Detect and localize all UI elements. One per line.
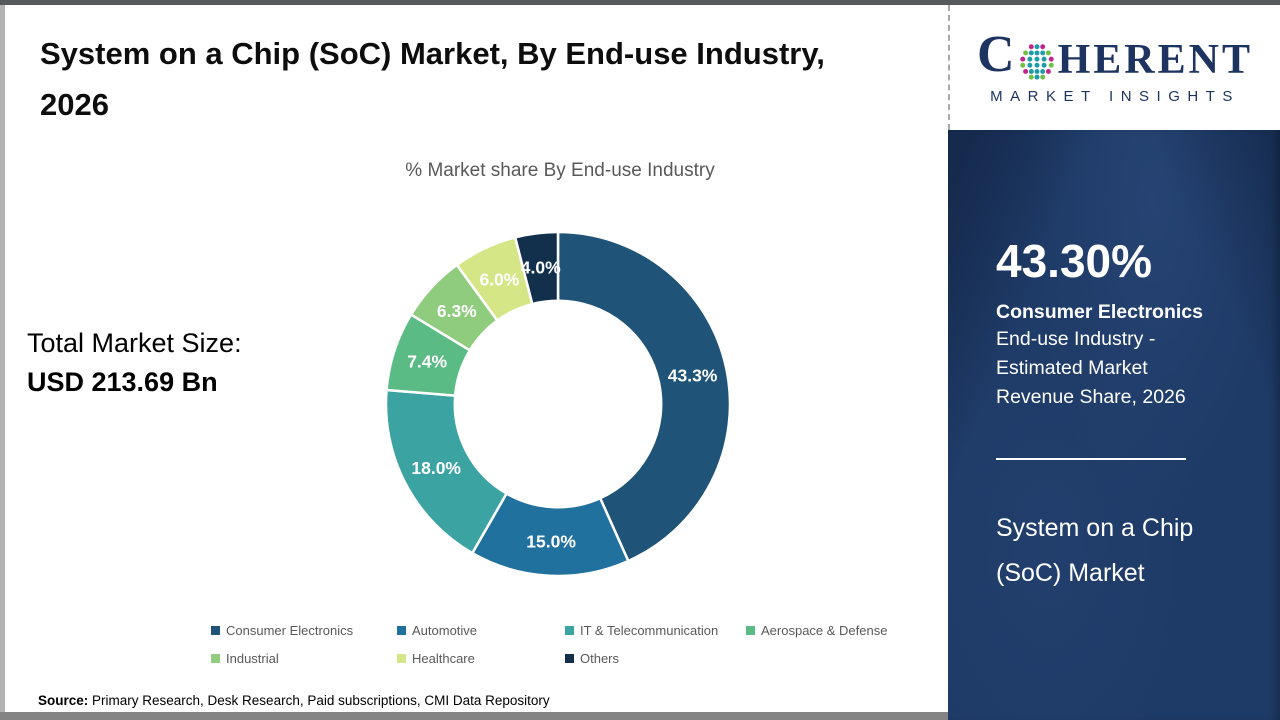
legend-swatch: [397, 653, 406, 663]
legend-item: Healthcare: [397, 650, 565, 666]
logo-subtitle: MARKET INSIGHTS: [990, 88, 1240, 105]
total-market-label: Total Market Size:: [27, 328, 242, 358]
donut-slice: [556, 230, 732, 563]
legend-label: Aerospace & Defense: [761, 622, 888, 638]
logo: C HERENT MARKET INSIGHTS: [948, 5, 1280, 130]
legend-label: Consumer Electronics: [226, 622, 354, 638]
source-text: Primary Research, Desk Research, Paid su…: [88, 693, 550, 708]
total-market-value: USD 213.69 Bn: [27, 367, 218, 398]
legend-label: IT & Telecommunication: [580, 622, 719, 638]
stat-line-2: Estimated Market: [996, 357, 1148, 380]
legend-swatch: [565, 625, 574, 635]
legend-item: Automotive: [397, 622, 565, 638]
market-name-line-1: System on a Chip: [996, 514, 1194, 543]
legend-swatch: [565, 653, 574, 663]
donut-slice-label: 4.0%: [521, 257, 561, 277]
legend-item: Others: [565, 650, 746, 666]
donut-slice-label: 18.0%: [411, 458, 461, 478]
logo-wordmark: C HERENT: [950, 26, 1280, 83]
divider-line: [996, 458, 1186, 461]
legend-swatch: [211, 625, 220, 635]
donut-slice-label: 6.0%: [479, 269, 519, 289]
donut-slice-label: 7.4%: [407, 351, 447, 371]
sidebar: 43.30% Consumer Electronics End-use Indu…: [948, 130, 1280, 720]
legend-label: Automotive: [412, 622, 478, 638]
legend-swatch: [746, 625, 755, 635]
legend-label: Healthcare: [412, 650, 475, 666]
donut-slice-label: 43.3%: [668, 365, 718, 385]
page-title: System on a Chip (SoC) Market, By End-us…: [40, 36, 825, 123]
donut-slice-label: 15.0%: [526, 531, 576, 551]
logo-letter-c: C: [977, 26, 1016, 83]
stat-line-3: Revenue Share, 2026: [996, 386, 1186, 409]
legend-item: IT & Telecommunication: [565, 622, 746, 638]
source-note: Source: Primary Research, Desk Research,…: [38, 693, 550, 708]
globe-icon: [1019, 44, 1054, 80]
logo-wordmark-rest: HERENT: [1057, 37, 1253, 83]
legend-swatch: [211, 653, 220, 663]
legend-item: Consumer Electronics: [211, 622, 397, 638]
legend-item: Industrial: [211, 650, 397, 666]
top-border: [0, 0, 1280, 5]
legend-item: Aerospace & Defense: [746, 622, 911, 638]
chart-legend: Consumer Electronics Automotive IT & Telec…: [211, 622, 911, 666]
market-name-line-2: (SoC) Market: [996, 559, 1145, 588]
chart-title: % Market share By End-use Industry: [405, 160, 715, 181]
legend-label: Industrial: [226, 650, 279, 666]
bottom-border: [0, 712, 948, 720]
stat-category: Consumer Electronics: [996, 301, 1203, 323]
stat-line-1: End-use Industry -: [996, 328, 1156, 351]
donut-slice-label: 6.3%: [437, 301, 477, 321]
stat-value: 43.30%: [996, 235, 1153, 287]
legend-swatch: [397, 625, 406, 635]
donut-chart: 43.3% 15.0% 18.0% 7.4% 6.3%6.0%4.0%: [384, 230, 732, 578]
legend-label: Others: [580, 650, 620, 666]
source-label: Source:: [38, 693, 89, 708]
left-border: [0, 5, 5, 720]
sidebar-market-name: System on a Chip (SoC) Market: [996, 506, 1244, 596]
donut-slice: [513, 230, 560, 306]
total-market-size: Total Market Size: USD 213.69 Bn: [27, 324, 242, 402]
